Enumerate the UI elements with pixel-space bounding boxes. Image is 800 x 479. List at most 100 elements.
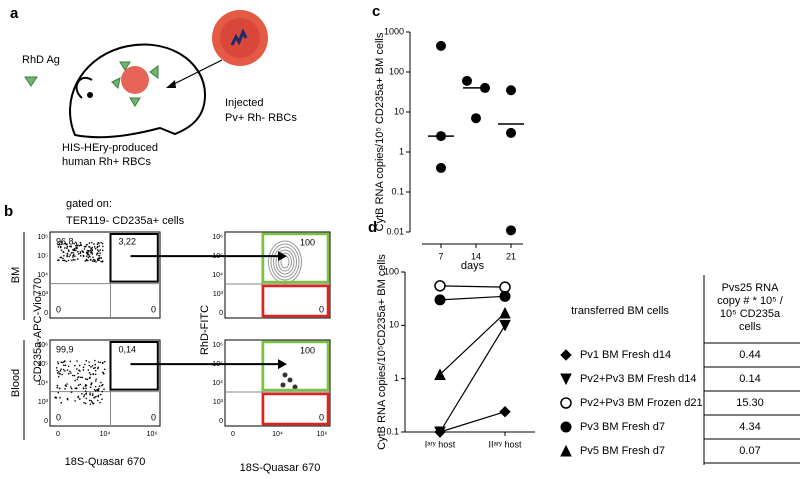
- event-dot: [60, 243, 63, 245]
- event-dot: [61, 241, 63, 243]
- y-tick-label: 10⁴: [37, 272, 48, 279]
- y-tick-label: 10⁵: [37, 253, 48, 260]
- mouse-ear: [75, 77, 93, 99]
- event-dot: [57, 391, 60, 394]
- series-line: [439, 312, 506, 375]
- row-label: Blood: [10, 369, 22, 397]
- event-dot: [99, 401, 101, 404]
- x-tick-label: 0: [56, 431, 60, 438]
- event-dot: [71, 374, 74, 377]
- event-dot: [79, 370, 81, 372]
- x-tick-label: 0: [231, 431, 235, 438]
- event-dot: [95, 395, 97, 398]
- event-dot: [83, 394, 86, 396]
- event-dot: [56, 361, 59, 363]
- event-dot: [90, 400, 93, 402]
- event-dot: [97, 367, 99, 370]
- event-dot: [100, 260, 102, 263]
- event-dot: [56, 384, 59, 387]
- y-tick-label: 1: [399, 146, 404, 156]
- event-dot: [73, 242, 75, 245]
- event-dot: [78, 398, 81, 400]
- event-dot: [74, 364, 76, 367]
- event-dot: [70, 391, 73, 393]
- event-dot: [95, 378, 97, 380]
- legend-label: Pv5 BM Fresh d7: [580, 445, 665, 457]
- event-dot: [72, 256, 74, 258]
- marker: [499, 406, 511, 418]
- event-dot: [79, 254, 82, 257]
- event-dot: [70, 252, 73, 254]
- event-dot: [94, 385, 97, 388]
- y-tick-label: 0.01: [386, 226, 404, 236]
- event-dot: [73, 374, 76, 377]
- marker: [434, 294, 446, 306]
- event-dot: [66, 247, 68, 250]
- event-dot: [60, 401, 63, 404]
- event-dot: [69, 254, 72, 256]
- x-tick-label: Iᵃʳʸ host: [425, 439, 456, 449]
- event-dot: [81, 376, 84, 379]
- series-line: [439, 325, 506, 433]
- event-dot: [75, 243, 78, 245]
- y-tick-label: 10³: [38, 399, 49, 406]
- dot: [506, 85, 516, 96]
- event-dot: [90, 366, 92, 368]
- event-dot: [56, 372, 59, 374]
- event-dot: [93, 367, 95, 370]
- event-dot: [82, 366, 85, 369]
- event-dot: [96, 243, 99, 246]
- event-dot: [87, 259, 89, 262]
- event-dot: [85, 258, 88, 261]
- quadrant-value: 99,9: [56, 344, 74, 354]
- table-value: 0.07: [739, 445, 760, 457]
- marker: [560, 421, 572, 433]
- quadrant-value: 0: [56, 412, 61, 422]
- event-dot: [85, 387, 87, 390]
- event-dot: [101, 384, 103, 387]
- event-dot: [75, 249, 77, 252]
- x-tick-label: 14: [471, 251, 481, 261]
- event-dot: [85, 255, 88, 258]
- y-axis-label: CytB RNA copies/10⁵CD235a+ BM cells: [376, 254, 388, 450]
- y-tick-label: 10³: [38, 291, 49, 298]
- event-dot: [66, 245, 69, 248]
- contour: [275, 249, 295, 275]
- parasite: [230, 28, 248, 46]
- event-dot: [57, 362, 60, 365]
- event-dot: [101, 261, 104, 263]
- event-dot: [70, 387, 73, 390]
- event-dot: [83, 401, 85, 404]
- event-dot: [70, 245, 72, 248]
- y-tick-label: 10⁵: [37, 361, 48, 368]
- x-tick-label: IIᵃʳʸ host: [489, 439, 522, 449]
- marker: [560, 349, 572, 361]
- event-dot: [76, 258, 79, 260]
- arrow-head: [278, 251, 287, 262]
- event-dot: [82, 387, 85, 389]
- event-dot: [60, 256, 63, 259]
- arrow-head: [278, 359, 287, 370]
- event-dot: [280, 382, 286, 388]
- event-dot: [86, 243, 88, 246]
- y-tick-label: 10: [389, 320, 399, 330]
- event-dot: [91, 260, 94, 262]
- event-dot: [89, 403, 92, 405]
- event-dot: [74, 259, 76, 261]
- event-dot: [84, 390, 87, 392]
- event-dot: [90, 241, 93, 244]
- event-dot: [58, 370, 60, 373]
- y-axis-label: RhD-FITC: [199, 305, 211, 355]
- gate: [109, 233, 159, 283]
- event-dot: [74, 244, 77, 247]
- event-dot: [67, 372, 70, 375]
- y-tick-label: 0.1: [386, 426, 399, 436]
- y-axis-label: CD235a-APC-Vio770: [32, 278, 44, 382]
- event-dot: [62, 250, 65, 253]
- event-dot: [77, 384, 80, 386]
- event-dot: [89, 376, 91, 379]
- series-line: [439, 295, 506, 301]
- event-dot: [78, 244, 81, 247]
- event-dot: [287, 377, 293, 383]
